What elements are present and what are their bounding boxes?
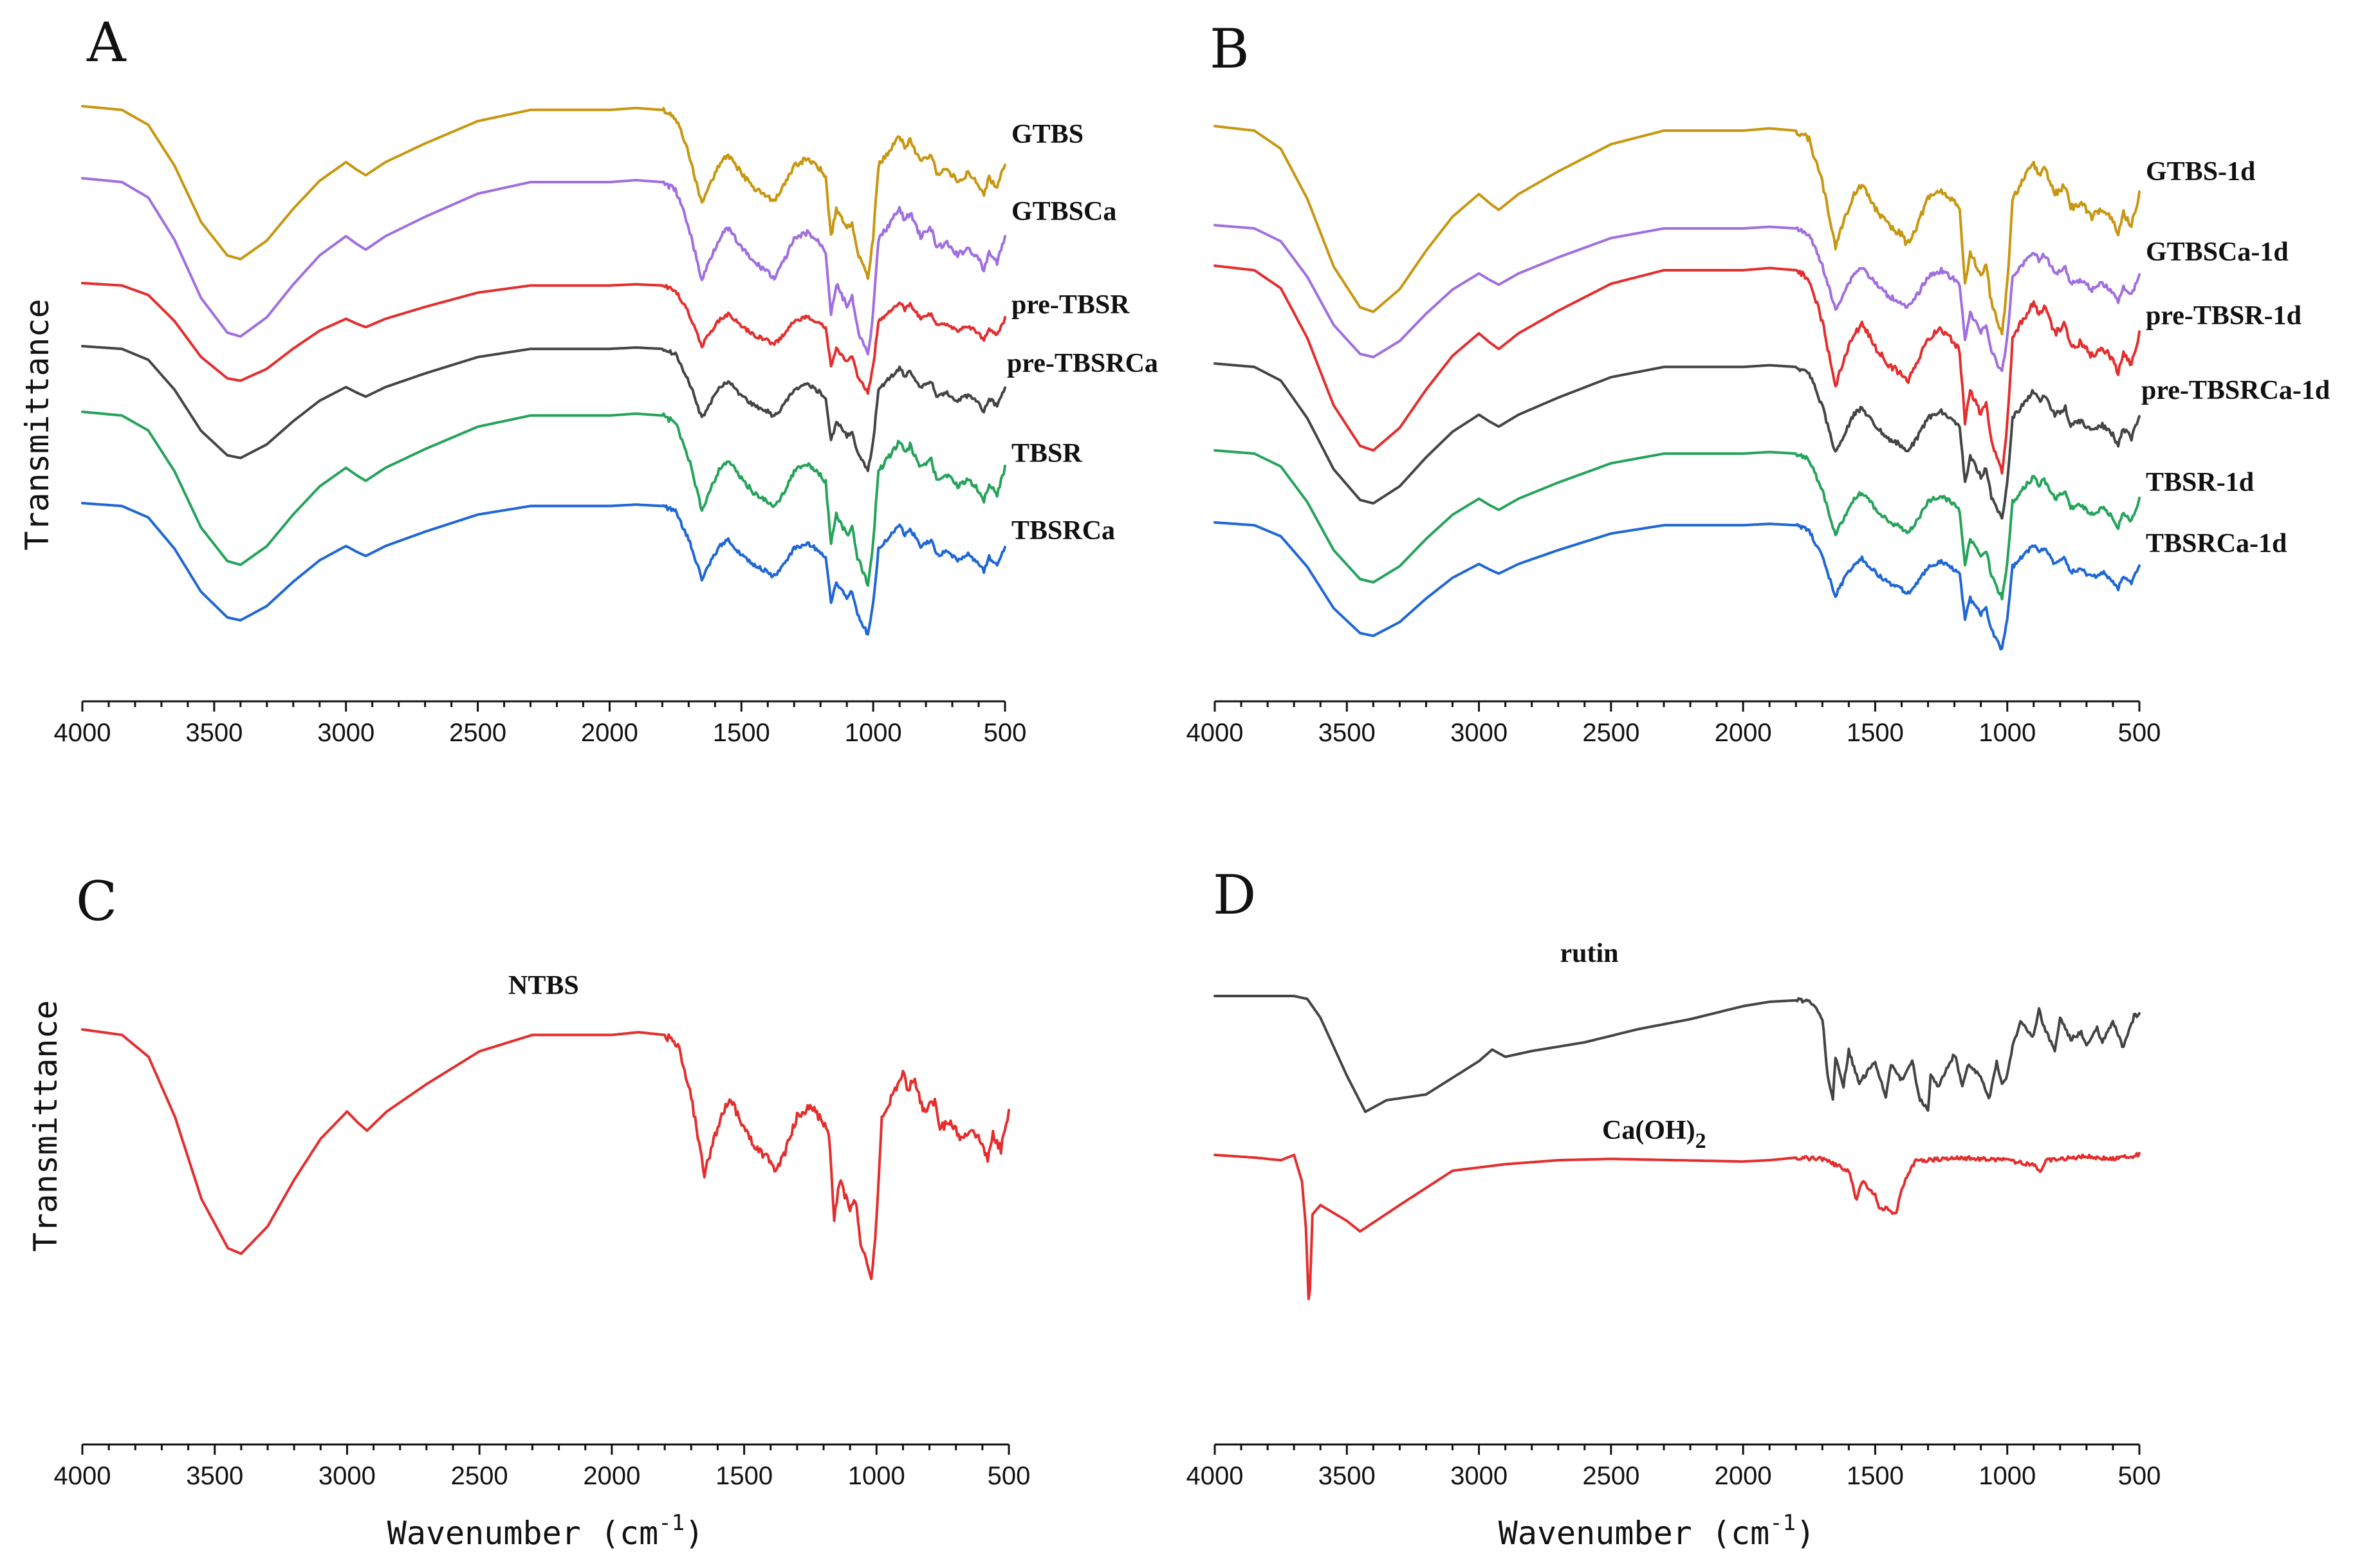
x-axis-title-c-sup: -1 [658, 1510, 685, 1536]
series-label: GTBSCa [1011, 197, 1116, 226]
x-tick-label: 4000 [1186, 719, 1244, 747]
x-tick-label: 1500 [1847, 719, 1904, 747]
series-label: TBSR [1011, 439, 1082, 468]
x-axis-title-c-main: Wavenumber (cm [387, 1515, 658, 1552]
traces-a [81, 105, 1006, 636]
series-label-sub: 2 [1695, 1129, 1706, 1153]
series-label: rutin [1560, 939, 1618, 968]
series-label: pre-TBSR-1d [2146, 301, 2302, 331]
x-tick-label: 3000 [1450, 719, 1508, 747]
x-ticks-a: 4000 3500 3000 2500 2000 1500 1000 500 [54, 701, 1027, 747]
x-tick-label: 1000 [845, 719, 902, 747]
x-tick-label: 4000 [1186, 1462, 1244, 1490]
panel-d: D 4000 3500 3000 2500 2000 1500 1000 500 rutin C… [1186, 863, 2161, 1552]
y-axis-title-c: Transmittance [27, 1000, 64, 1251]
series-label: NTBS [508, 971, 579, 1001]
series-labels-b: GTBS-1d GTBSCa-1d pre-TBSR-1d pre-TBSRCa-1d… [2141, 157, 2330, 558]
x-tick-label: 2000 [1715, 719, 1772, 747]
series-label: TBSRCa [1011, 516, 1115, 546]
spectrum-line [1213, 521, 2141, 650]
series-label: GTBS-1d [2146, 157, 2255, 187]
x-axis-title-d-main: Wavenumber (cm [1499, 1515, 1769, 1552]
x-tick-label: 4000 [54, 1462, 111, 1490]
x-ticks-c: 4000 3500 3000 2500 2000 1500 1000 500 [54, 1444, 1031, 1490]
spectrum-line [1213, 264, 2141, 475]
x-ticks-b: 4000 3500 3000 2500 2000 1500 1000 500 [1186, 701, 2161, 747]
panel-letter-c: C [76, 870, 117, 933]
x-tick-label: 1500 [1847, 1462, 1904, 1490]
spectrum-line [1213, 1152, 2141, 1300]
x-tick-label: 2500 [1582, 719, 1639, 747]
x-tick-label: 2000 [583, 1462, 640, 1490]
spectrum-line [81, 345, 1006, 472]
spectrum-line [1213, 449, 2141, 601]
x-tick-label: 3500 [1318, 1462, 1376, 1490]
spectrum-line [81, 502, 1006, 636]
panel-c: C Transmittance 4000 3500 3000 2500 2000 1500… [27, 870, 1030, 1552]
panel-letter-b: B [1210, 17, 1250, 80]
spectrum-line [1213, 224, 2141, 373]
traces-c [81, 1028, 1010, 1280]
x-tick-label: 3000 [318, 1462, 376, 1490]
x-tick-label: 3500 [186, 1462, 243, 1490]
series-label: Ca(OH)2 [1602, 1116, 1706, 1153]
spectrum-line [81, 282, 1006, 395]
series-label-main: Ca(OH) [1602, 1116, 1695, 1145]
x-tick-label: 1500 [715, 1462, 773, 1490]
panel-letter-d: D [1213, 863, 1256, 927]
spectrum-line [81, 177, 1006, 356]
x-tick-label: 500 [984, 719, 1027, 747]
x-tick-label: 2500 [1582, 1462, 1639, 1490]
x-tick-label: 1000 [848, 1462, 905, 1490]
spectrum-line [1213, 125, 2141, 336]
x-axis-title-c: Wavenumber (cm-1) [387, 1510, 705, 1552]
spectrum-line [81, 1028, 1010, 1280]
panel-b: B 4000 3500 3000 2500 2000 1500 1000 500 GTBS-1… [1186, 17, 2330, 747]
series-labels-d: rutin Ca(OH)2 [1560, 939, 1706, 1153]
x-axis-title-d-sup: -1 [1769, 1510, 1796, 1536]
x-axis-title-c-close: ) [685, 1515, 704, 1552]
x-tick-label: 500 [988, 1462, 1031, 1490]
x-tick-label: 2500 [449, 719, 506, 747]
spectrum-line [81, 105, 1006, 281]
x-tick-label: 3500 [1318, 719, 1376, 747]
spectrum-line [1213, 995, 2141, 1113]
x-tick-label: 3500 [185, 719, 243, 747]
x-tick-label: 3000 [317, 719, 374, 747]
series-label: TBSR-1d [2146, 468, 2254, 497]
series-label: GTBSCa-1d [2146, 237, 2289, 267]
x-tick-label: 3000 [1450, 1462, 1508, 1490]
x-tick-label: 1000 [1979, 1462, 2036, 1490]
series-labels-c: NTBS [508, 971, 579, 1001]
spectrum-line [1213, 362, 2141, 520]
series-labels-a: GTBS GTBSCa pre-TBSR pre-TBSRCa TBSR TBSRCa [1007, 120, 1158, 546]
x-tick-label: 4000 [54, 719, 111, 747]
series-label: pre-TBSRCa [1007, 349, 1158, 378]
series-label: pre-TBSR [1011, 290, 1130, 320]
traces-d [1213, 995, 2141, 1300]
x-tick-label: 2500 [451, 1462, 508, 1490]
x-tick-label: 500 [2118, 719, 2161, 747]
x-ticks-d: 4000 3500 3000 2500 2000 1500 1000 500 [1186, 1444, 2161, 1490]
traces-b [1213, 125, 2141, 650]
panel-a: A Transmittance 4000 3500 3000 2500 2000 1500… [19, 11, 1158, 747]
x-axis-title-d-close: ) [1796, 1515, 1815, 1552]
x-tick-label: 1000 [1979, 719, 2036, 747]
series-label: TBSRCa-1d [2146, 529, 2287, 558]
x-tick-label: 500 [2118, 1462, 2161, 1490]
panel-letter-a: A [86, 11, 127, 74]
spectrum-line [81, 410, 1006, 587]
x-tick-label: 2000 [1715, 1462, 1772, 1490]
y-axis-title-a: Transmittance [19, 299, 56, 550]
series-label: GTBS [1011, 120, 1084, 149]
x-tick-label: 1500 [713, 719, 770, 747]
series-label: pre-TBSRCa-1d [2141, 376, 2330, 405]
x-axis-title-d: Wavenumber (cm-1) [1499, 1510, 1816, 1552]
x-tick-label: 2000 [581, 719, 638, 747]
